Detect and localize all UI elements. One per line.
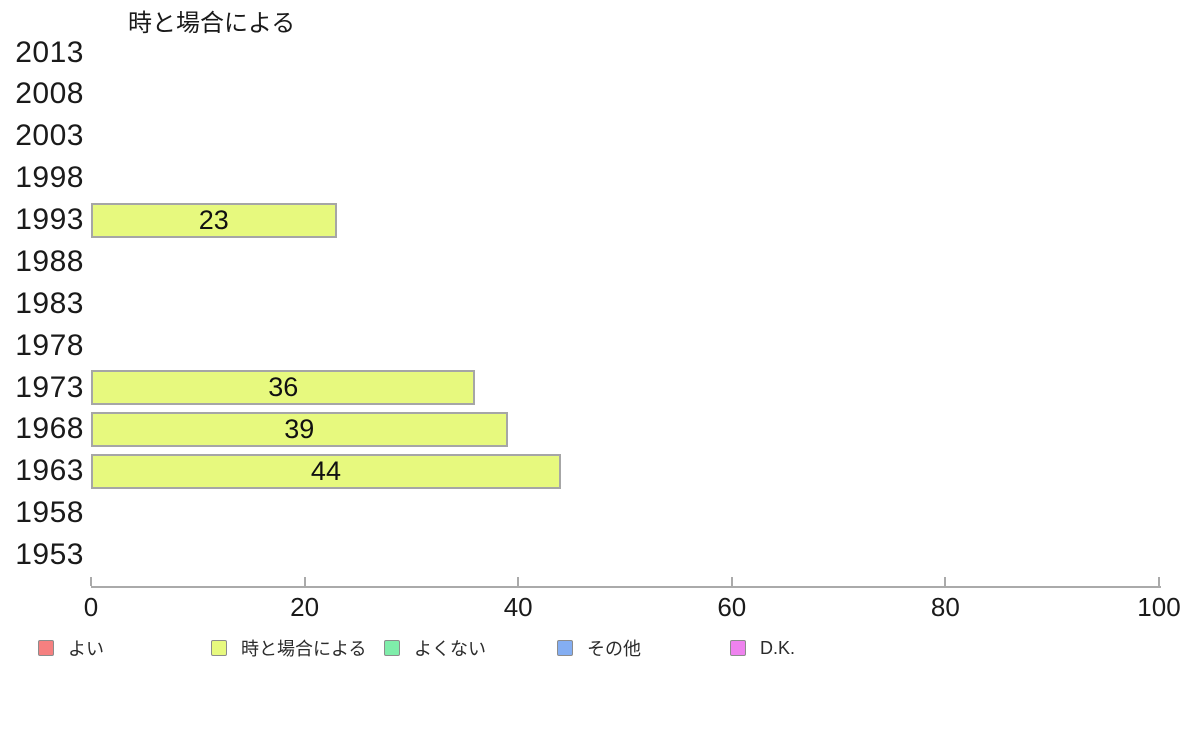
x-axis-tick-label: 0 [83,592,99,622]
x-axis-tick [1158,577,1160,586]
y-axis-label: 2003 [15,119,84,153]
legend: よい 時と場合による よくない その他 D.K. [38,635,903,661]
x-axis-tick [517,577,520,586]
bar-value-label: 44 [310,455,341,486]
x-axis-tick [944,577,947,586]
legend-label: その他 [587,639,641,659]
y-axis-label: 1973 [15,370,84,404]
x-axis-tick [90,577,92,586]
y-axis-label: 1978 [15,328,84,362]
y-axis-label: 1958 [15,496,84,530]
x-axis-tick-label: 100 [1137,592,1181,622]
y-axis-label: 1998 [15,161,84,195]
bar-value-label: 36 [268,372,299,402]
legend-label: よい [68,639,104,659]
x-axis-tick-label: 80 [930,592,960,622]
bar: 44 [91,453,561,489]
bar-value-label: 39 [284,413,315,444]
legend-label: よくない [414,639,486,659]
bar-value-label: 23 [198,204,229,235]
legend-swatch [730,640,746,656]
legend-label: D.K. [760,637,796,658]
chart-title: 時と場合による [128,10,296,37]
legend-swatch [384,640,400,656]
y-axis-label: 1993 [15,203,84,236]
legend-item[interactable]: その他 [557,635,730,661]
legend-swatch [557,640,573,656]
y-axis-label: 1968 [15,412,84,446]
legend-swatch [38,640,54,656]
x-axis-tick-label: 20 [290,592,320,622]
x-axis-tick [730,577,733,586]
x-axis-tick-label: 60 [717,592,747,622]
legend-label: 時と場合による [241,639,367,659]
y-axis-label: 1963 [15,454,84,488]
y-axis-label: 2008 [15,77,84,111]
bar: 39 [91,411,508,447]
legend-item[interactable]: D.K. [730,635,903,661]
y-axis-label: 1988 [15,244,84,278]
legend-item[interactable]: よい [38,635,211,661]
x-axis-tick-label: 40 [503,592,533,622]
y-axis-label: 1953 [15,538,84,571]
y-axis-label: 1983 [15,286,84,320]
x-axis-line [91,586,1161,588]
bar: 36 [91,370,476,405]
legend-item[interactable]: 時と場合による [211,635,384,661]
legend-item[interactable]: よくない [384,635,557,661]
bar: 23 [91,202,337,238]
x-axis-tick [303,577,306,586]
legend-swatch [211,640,227,656]
y-axis-label: 2013 [15,35,84,69]
